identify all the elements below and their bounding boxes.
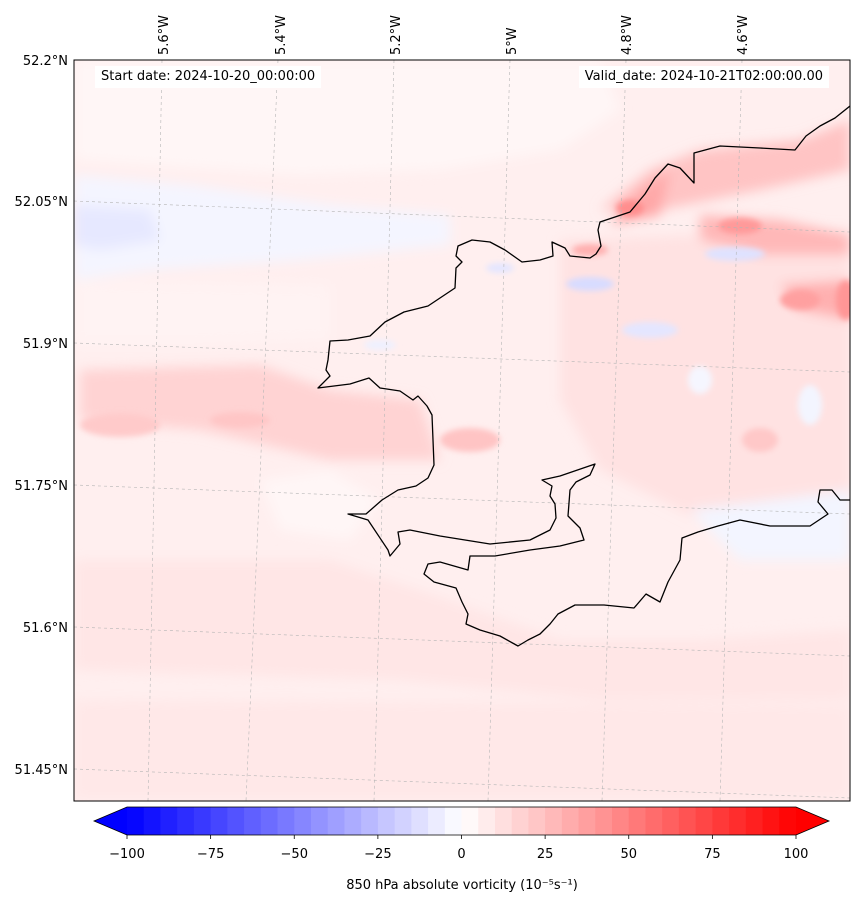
gridline-meridian [245,60,279,801]
map-frame [73,59,851,802]
colorbar-segment [695,807,713,835]
colorbar-tick-label: −75 [197,847,224,862]
vorticity-field [74,60,850,801]
colorbar-segment [143,807,162,835]
colorbar-high-extend-arrow [796,807,829,835]
lon-label: 5.2°W [389,15,404,55]
lon-label: 4.8°W [620,15,635,55]
colorbar-segments [127,807,797,835]
colorbar-segment [545,807,563,835]
colorbar-segment [712,807,730,835]
colorbar-tick-label: 50 [620,847,637,862]
colorbar-segment [494,807,513,835]
colorbar-segment [628,807,647,835]
colorbar-segment [561,807,580,835]
lon-label: 5.6°W [157,15,172,55]
colorbar-segment [729,807,747,835]
colorbar-low-extend-arrow [94,807,127,835]
colorbar-segment [779,807,797,835]
colorbar-segment [461,807,479,835]
colorbar-segment [745,807,764,835]
colorbar-segment [327,807,346,835]
lat-label: 52.2°N [23,54,68,69]
colorbar-segment [411,807,429,835]
colorbar-segment [294,807,312,835]
lon-label: 5.4°W [274,15,289,55]
colorbar-segment [511,807,530,835]
colorbar-segment [160,807,178,835]
colorbar-segment [177,807,195,835]
colorbar-segment [645,807,663,835]
colorbar-segment [193,807,212,835]
colorbar-segment [578,807,596,835]
colorbar-segment [762,807,780,835]
graticule [74,60,850,801]
colorbar-segment [277,807,295,835]
colorbar-segment [127,807,145,835]
lat-label: 51.75°N [15,479,68,494]
colorbar-ticks: −100 −75 −50 −25 0 25 50 75 100 [109,835,808,862]
colorbar-segment [612,807,630,835]
lon-label: 4.6°W [736,15,751,55]
colorbar-tick-label: 25 [537,847,554,862]
colorbar-segment [595,807,613,835]
colorbar-segment [260,807,279,835]
colorbar-segment [344,807,362,835]
lon-label: 5°W [505,27,520,55]
colorbar-segment [310,807,329,835]
colorbar-tick-label: −50 [281,847,308,862]
colorbar-segment [377,807,396,835]
colorbar-tick-label: −100 [109,847,145,862]
colorbar-segment [244,807,262,835]
colorbar-tick-label: 75 [704,847,721,862]
colorbar-segment [361,807,379,835]
colorbar-tick-label: 0 [457,847,465,862]
coastline [317,105,850,647]
colorbar-segment [227,807,245,835]
colorbar-tick-label: −25 [364,847,391,862]
lat-label: 51.6°N [23,621,68,636]
colorbar-segment [478,807,496,835]
lat-label: 51.45°N [15,763,68,778]
colorbar-segment [528,807,546,835]
longitude-labels: 5.6°W 5.4°W 5.2°W 5°W 4.8°W 4.6°W [157,15,751,55]
start-date-label: Start date: 2024-10-20_00:00:00 [95,66,322,88]
lat-label: 51.9°N [23,337,68,352]
valid-date-label: Valid_date: 2024-10-21T02:00:00.00 [578,66,829,88]
colorbar-segment [428,807,446,835]
colorbar-tick-label: 100 [784,847,809,862]
colorbar-label: 850 hPa absolute vorticity (10⁻⁵s⁻¹) [346,878,578,893]
colorbar-segment [444,807,463,835]
colorbar-segment [394,807,412,835]
latitude-labels: 52.2°N 52.05°N 51.9°N 51.75°N 51.6°N 51.… [15,54,68,778]
colorbar-segment [678,807,697,835]
colorbar-segment [662,807,680,835]
lat-label: 52.05°N [15,195,68,210]
coastline-path [317,105,850,647]
colorbar-segment [210,807,228,835]
colorbar: −100 −75 −50 −25 0 25 50 75 100 [92,806,831,862]
